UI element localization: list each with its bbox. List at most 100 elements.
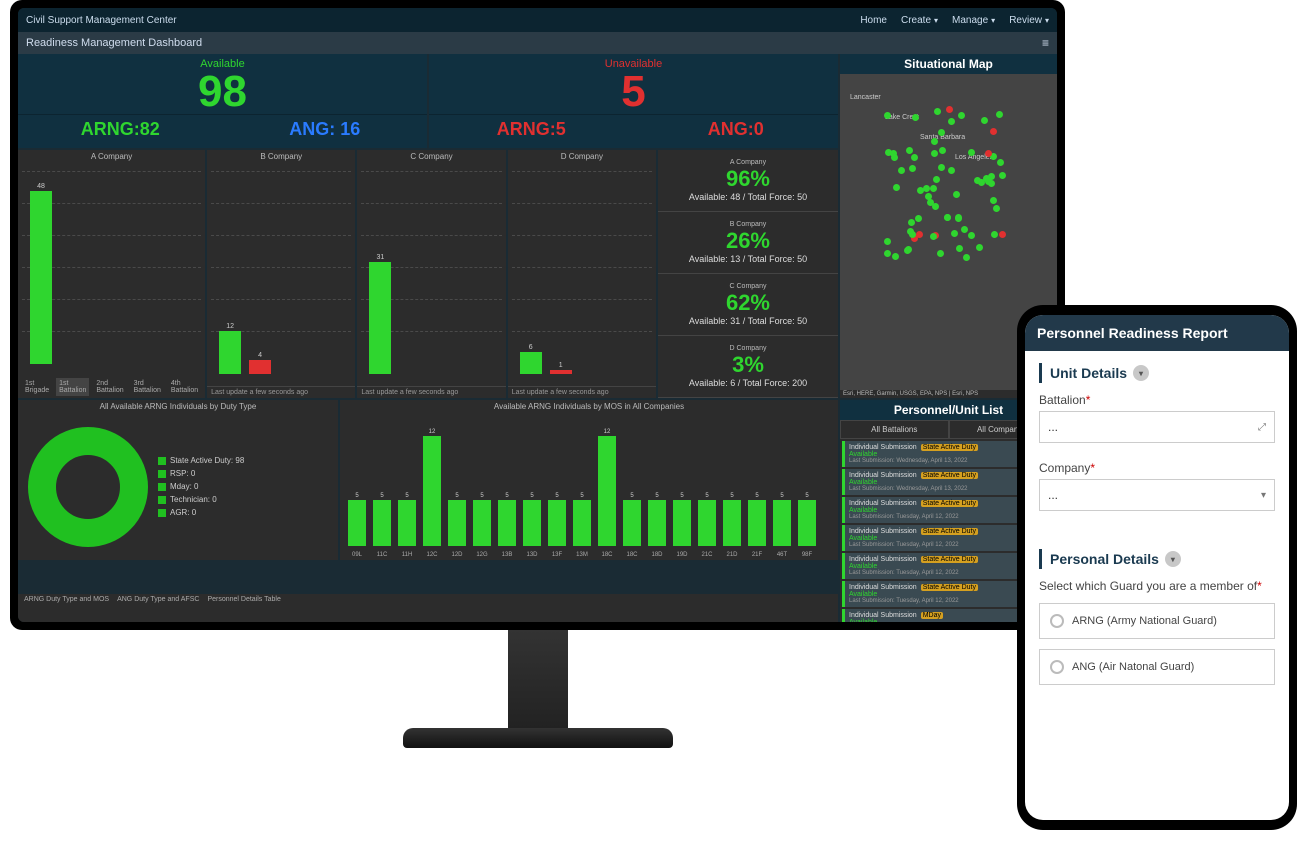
pct-item: D Company3%Available: 6 / Total Force: 2…: [658, 336, 838, 398]
legend-swatch: [158, 509, 166, 517]
legend-label: Mday: 0: [170, 482, 198, 491]
pct-item: B Company26%Available: 13 / Total Force:…: [658, 212, 838, 274]
mos-bar-value: 5: [548, 493, 566, 499]
collapse-icon[interactable]: ▾: [1165, 551, 1181, 567]
map-dot[interactable]: [898, 167, 905, 174]
bottom-tab[interactable]: ARNG Duty Type and MOS: [24, 596, 109, 622]
map-dot[interactable]: [885, 149, 892, 156]
map-dot[interactable]: [951, 230, 958, 237]
mos-bar-label: 21D: [723, 552, 741, 558]
map-dot[interactable]: [884, 250, 891, 257]
nav-home[interactable]: Home: [860, 15, 887, 26]
map-dot[interactable]: [937, 250, 944, 257]
company-select[interactable]: ...▾: [1039, 479, 1275, 511]
map-dot[interactable]: [961, 226, 968, 233]
battalion-select[interactable]: ...⤢: [1039, 411, 1275, 443]
map-dot[interactable]: [946, 106, 953, 113]
bottom-tab[interactable]: Personnel Details Table: [207, 596, 280, 622]
map-dot[interactable]: [931, 150, 938, 157]
battalion-tab[interactable]: 4th Battalion: [168, 378, 201, 396]
legend-item: AGR: 0: [158, 508, 244, 517]
pct-header: A Company: [658, 159, 838, 166]
map-dot[interactable]: [930, 185, 937, 192]
map-dot[interactable]: [934, 108, 941, 115]
map-dot[interactable]: [948, 118, 955, 125]
map-dot[interactable]: [990, 128, 997, 135]
mos-bar-value: 5: [448, 493, 466, 499]
map-dot[interactable]: [999, 231, 1006, 238]
legend-label: Technician: 0: [170, 495, 217, 504]
mos-bar-value: 5: [348, 493, 366, 499]
map-dot[interactable]: [948, 167, 955, 174]
map-dot[interactable]: [938, 129, 945, 136]
bar-value-label: 1: [550, 362, 572, 369]
radio-ang[interactable]: ANG (Air Natonal Guard): [1039, 649, 1275, 685]
map-dot[interactable]: [976, 244, 983, 251]
chart-bar: [249, 360, 271, 374]
nav-manage[interactable]: Manage▾: [952, 15, 995, 26]
company-chart: C Company31Last update a few seconds ago: [357, 150, 505, 398]
chart-title: C Company: [357, 150, 505, 163]
nav-review[interactable]: Review▾: [1009, 15, 1049, 26]
legend-item: Technician: 0: [158, 495, 244, 504]
map-dot[interactable]: [968, 149, 975, 156]
collapse-icon[interactable]: ▾: [1133, 365, 1149, 381]
map-dot[interactable]: [996, 111, 1003, 118]
map-dot[interactable]: [981, 117, 988, 124]
company-charts-row: A Company481st Brigade1st Battalion2nd B…: [18, 150, 838, 398]
map-dot[interactable]: [968, 232, 975, 239]
map-dot[interactable]: [911, 154, 918, 161]
map-dot[interactable]: [944, 214, 951, 221]
map-dot[interactable]: [892, 253, 899, 260]
map-title: Situational Map: [840, 54, 1057, 74]
chart-footer: Last update a few seconds ago: [207, 386, 355, 398]
legend-swatch: [158, 457, 166, 465]
map-dot[interactable]: [990, 197, 997, 204]
nav-create[interactable]: Create▾: [901, 15, 938, 26]
map-dot[interactable]: [917, 187, 924, 194]
map-dot[interactable]: [884, 238, 891, 245]
menu-icon[interactable]: ≡: [1042, 36, 1049, 50]
item-title: Individual Submission: [849, 472, 917, 479]
bottom-tab[interactable]: ANG Duty Type and AFSC: [117, 596, 199, 622]
map-dot[interactable]: [997, 159, 1004, 166]
map-dot[interactable]: [904, 247, 911, 254]
radio-arng[interactable]: ARNG (Army National Guard): [1039, 603, 1275, 639]
mos-bar-value: 5: [798, 493, 816, 499]
battalion-tab[interactable]: 3rd Battalion: [131, 378, 164, 396]
map-dot[interactable]: [953, 191, 960, 198]
map-dot[interactable]: [933, 176, 940, 183]
map-dot[interactable]: [906, 147, 913, 154]
mos-bar-label: 13F: [548, 552, 566, 558]
map-dot[interactable]: [930, 233, 937, 240]
kpi-unavailable-ang: ANG:0: [634, 114, 839, 144]
item-title: Individual Submission: [849, 528, 917, 535]
map-dot[interactable]: [893, 184, 900, 191]
map-dot[interactable]: [909, 165, 916, 172]
map-dot[interactable]: [963, 254, 970, 261]
map-dot[interactable]: [958, 112, 965, 119]
chart-bar: [550, 370, 572, 374]
plist-tab-battalions[interactable]: All Battalions: [840, 420, 949, 439]
chart-body: 61: [508, 163, 656, 386]
map-dot[interactable]: [939, 147, 946, 154]
dashboard-title: Readiness Management Dashboard: [26, 37, 202, 49]
map-dot[interactable]: [915, 215, 922, 222]
battalion-tab[interactable]: 1st Brigade: [22, 378, 52, 396]
battalion-tab[interactable]: 2nd Battalion: [93, 378, 126, 396]
mos-bar-label: 13M: [573, 552, 591, 558]
map-dot[interactable]: [999, 172, 1006, 179]
map-dot[interactable]: [931, 138, 938, 145]
map-dot[interactable]: [956, 245, 963, 252]
map-dot[interactable]: [908, 219, 915, 226]
phone-screen: Personnel Readiness Report Unit Details …: [1025, 315, 1289, 820]
map-dot[interactable]: [993, 205, 1000, 212]
map-dot[interactable]: [938, 164, 945, 171]
map-dot[interactable]: [991, 231, 998, 238]
map-dot[interactable]: [884, 112, 891, 119]
radio-icon: [1050, 614, 1064, 628]
battalion-tab[interactable]: 1st Battalion: [56, 378, 89, 396]
mos-bar: [448, 500, 466, 546]
mos-bar: [698, 500, 716, 546]
pct-value: 62%: [658, 290, 838, 316]
